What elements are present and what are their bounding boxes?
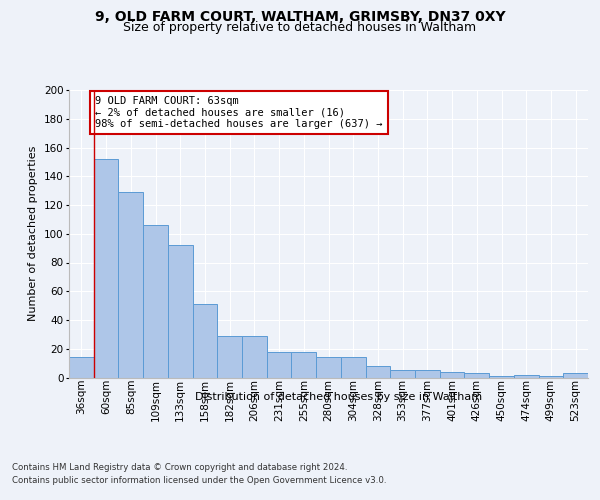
Bar [464,373,489,378]
Bar [94,159,118,378]
Bar [292,352,316,378]
Bar [365,366,390,378]
Bar [267,352,292,378]
Bar [316,358,341,378]
Bar [563,373,588,378]
Bar [415,370,440,378]
Bar [118,192,143,378]
Text: Size of property relative to detached houses in Waltham: Size of property relative to detached ho… [124,22,476,35]
Bar [514,374,539,378]
Bar [193,304,217,378]
Bar [390,370,415,378]
Y-axis label: Number of detached properties: Number of detached properties [28,146,38,322]
Text: 9 OLD FARM COURT: 63sqm
← 2% of detached houses are smaller (16)
98% of semi-det: 9 OLD FARM COURT: 63sqm ← 2% of detached… [95,96,382,129]
Bar [143,225,168,378]
Text: 9, OLD FARM COURT, WALTHAM, GRIMSBY, DN37 0XY: 9, OLD FARM COURT, WALTHAM, GRIMSBY, DN3… [95,10,505,24]
Bar [539,376,563,378]
Bar [69,358,94,378]
Bar [168,245,193,378]
Text: Contains HM Land Registry data © Crown copyright and database right 2024.: Contains HM Land Registry data © Crown c… [12,462,347,471]
Bar [440,372,464,378]
Text: Distribution of detached houses by size in Waltham: Distribution of detached houses by size … [196,392,482,402]
Bar [217,336,242,378]
Bar [489,376,514,378]
Text: Contains public sector information licensed under the Open Government Licence v3: Contains public sector information licen… [12,476,386,485]
Bar [242,336,267,378]
Bar [341,358,365,378]
